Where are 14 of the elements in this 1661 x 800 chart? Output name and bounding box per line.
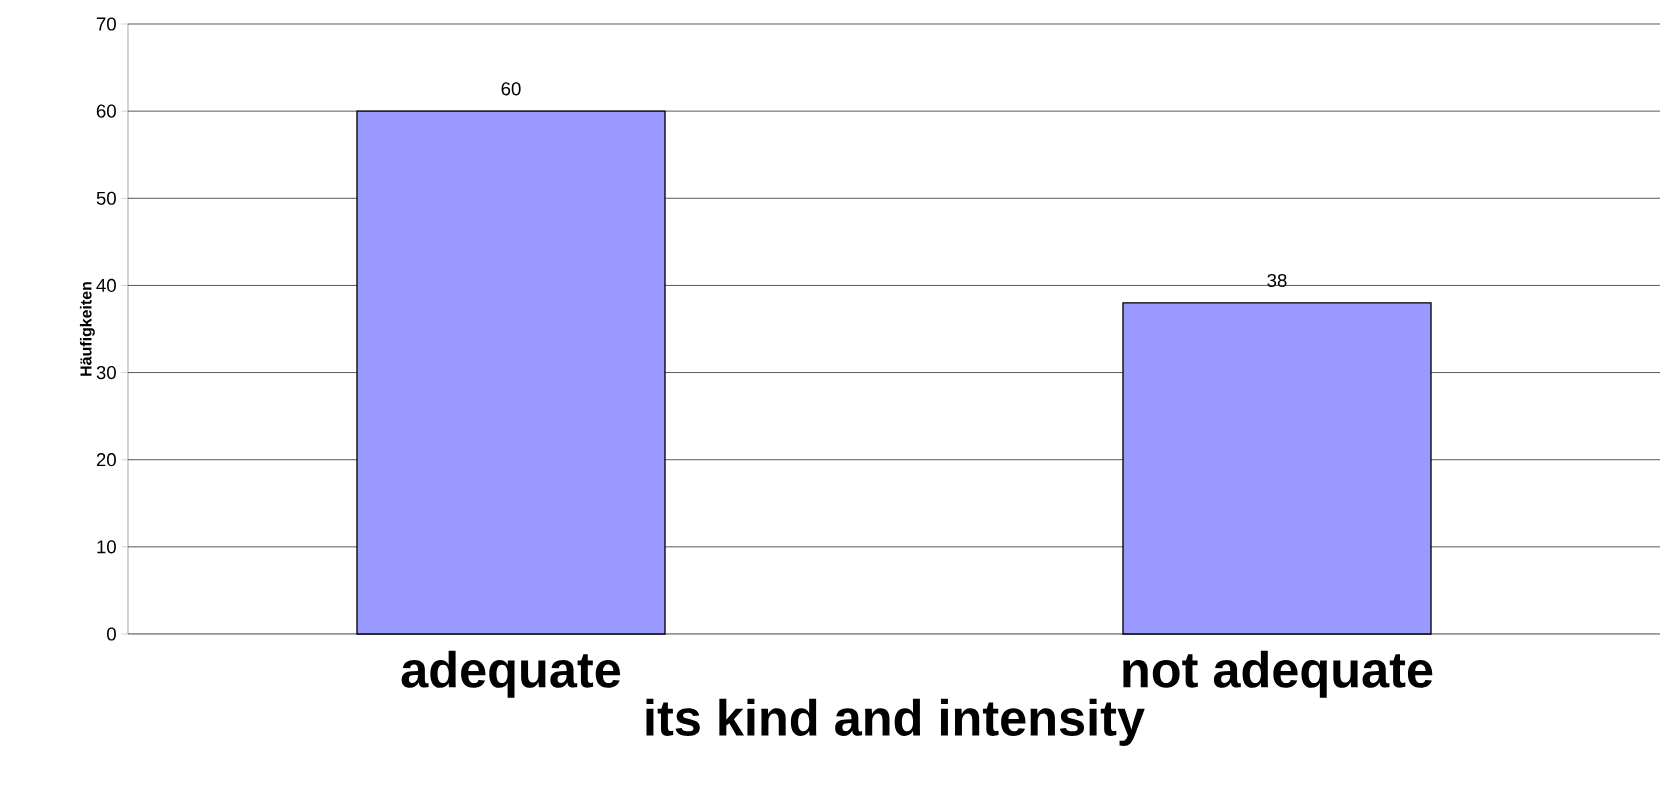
y-tick-label: 20	[96, 453, 116, 467]
y-tick-label: 0	[107, 627, 116, 641]
data-label: 60	[501, 82, 521, 96]
y-tick-label: 50	[96, 191, 116, 205]
y-tick-label: 10	[97, 540, 116, 554]
x-axis-title: its kind and intensity	[646, 698, 1145, 746]
y-tick-label: 60	[96, 104, 116, 118]
y-axis-title: Häufigkeiten	[79, 282, 95, 376]
y-tick-label: 70	[96, 17, 116, 31]
data-label: 38	[1267, 273, 1287, 288]
y-tick-label: 30	[96, 365, 116, 380]
y-tick-label: 40	[96, 278, 116, 293]
x-tick-label: adequate	[401, 650, 621, 698]
x-tick-label: not adequate	[1123, 650, 1433, 698]
